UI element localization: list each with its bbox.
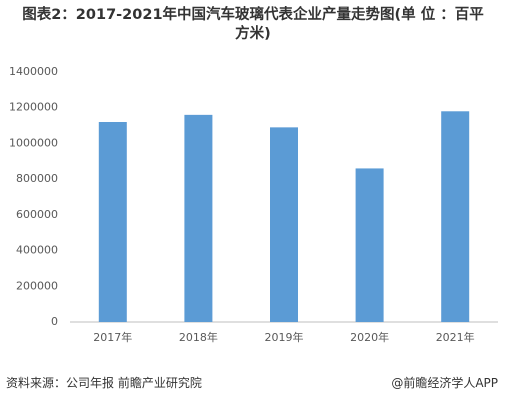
- y-tick-label: 800000: [16, 172, 58, 185]
- y-tick-label: 1400000: [9, 65, 58, 78]
- bar: [355, 168, 384, 322]
- y-tick-label: 400000: [16, 244, 58, 257]
- credit: @前瞻经济学人APP: [391, 376, 498, 390]
- x-tick-label: 2021年: [436, 330, 475, 344]
- x-tick-label: 2017年: [93, 330, 132, 344]
- chart-title: 图表2：2017-2021年中国汽车玻璃代表企业产量走势图(单 位 ：百平方米): [22, 7, 484, 42]
- y-tick-label: 0: [51, 315, 58, 328]
- x-tick-label: 2018年: [179, 330, 218, 344]
- bar: [184, 114, 213, 322]
- bar: [98, 122, 127, 322]
- y-tick-label: 200000: [16, 279, 58, 292]
- source-note: 资料来源：公司年报 前瞻产业研究院: [6, 376, 202, 390]
- y-tick-label: 1200000: [9, 101, 58, 114]
- x-tick-label: 2019年: [265, 330, 304, 344]
- x-tick-label: 2020年: [350, 330, 389, 344]
- bar: [441, 111, 470, 323]
- y-tick-label: 1000000: [9, 136, 58, 149]
- y-tick-label: 600000: [16, 208, 58, 221]
- bar: [270, 127, 298, 322]
